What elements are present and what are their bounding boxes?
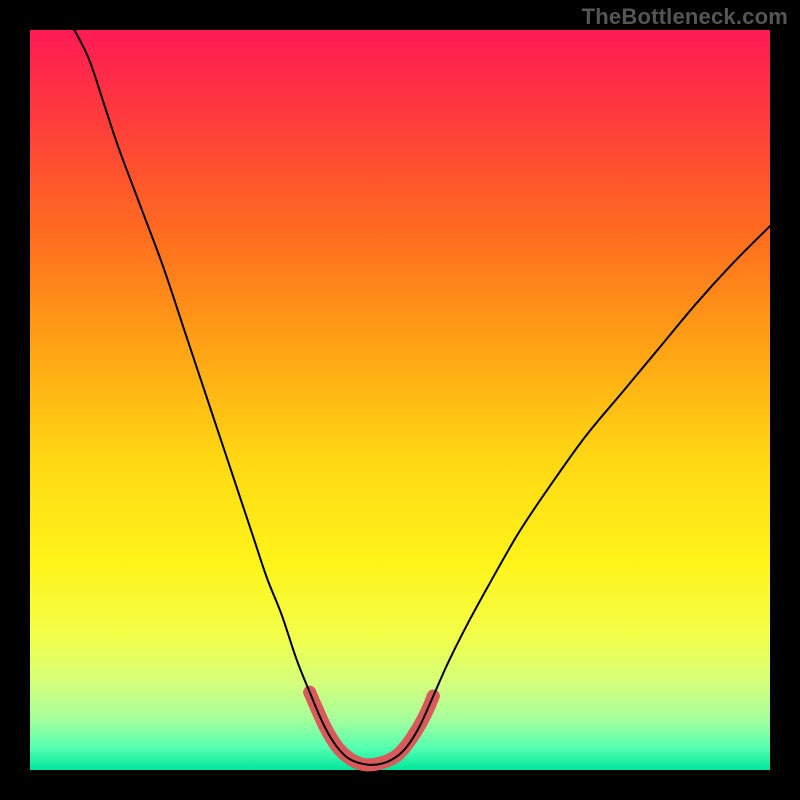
- bottleneck-curve: [74, 30, 770, 765]
- chart-frame: TheBottleneck.com: [0, 0, 800, 800]
- curve-overlay: [30, 30, 770, 770]
- plot-area: [30, 30, 770, 770]
- watermark-text: TheBottleneck.com: [582, 4, 788, 30]
